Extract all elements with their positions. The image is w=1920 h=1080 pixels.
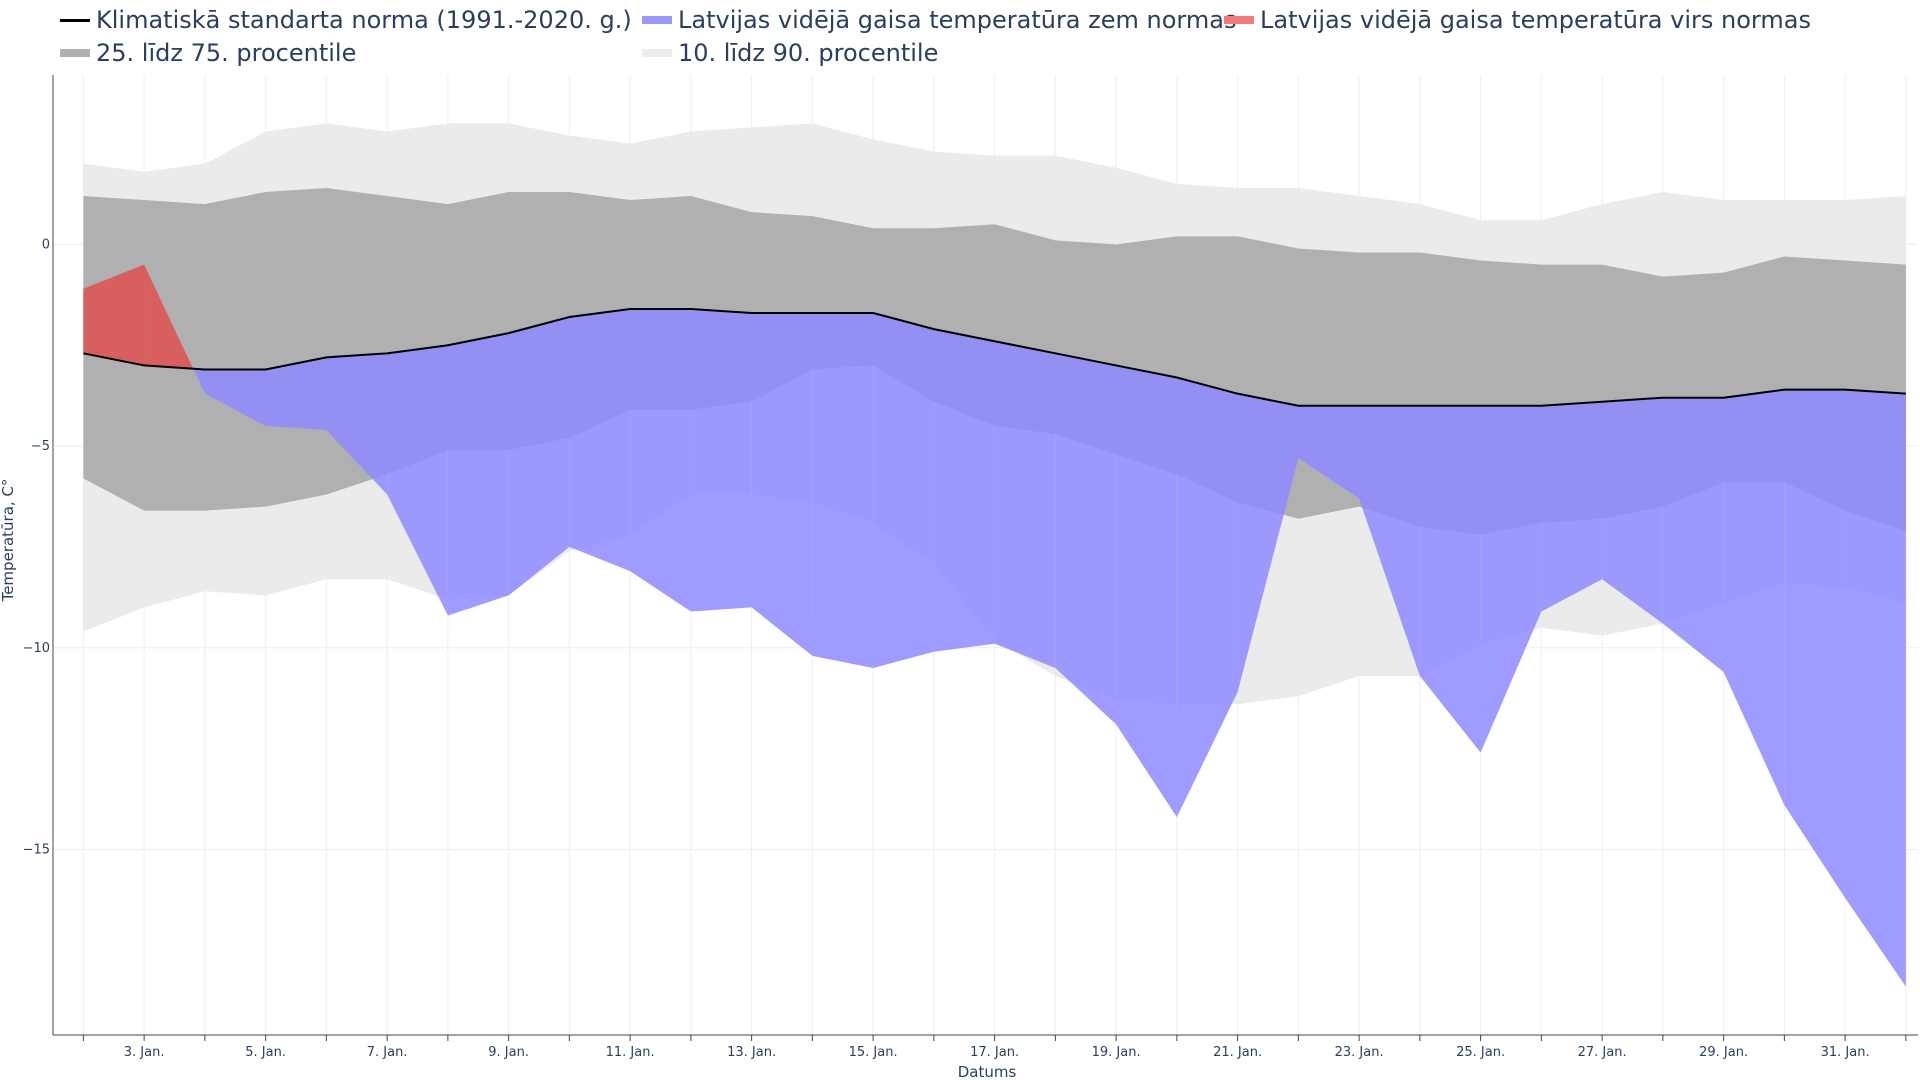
below-norm-segment	[569, 308, 631, 572]
below-norm-segment	[1602, 397, 1663, 624]
below-norm-segment	[994, 341, 1056, 668]
below-norm-segment	[1541, 401, 1603, 612]
below-norm-segment	[447, 333, 509, 616]
below-norm-segment	[1116, 365, 1177, 818]
below-norm-segment	[1845, 389, 1906, 987]
below-norm-segment	[1480, 405, 1542, 753]
legend-swatch-p10-90	[642, 49, 672, 57]
below-norm-segment	[265, 357, 327, 430]
x-tick-label: 31. Jan.	[1821, 1045, 1870, 1060]
x-tick-label: 27. Jan.	[1578, 1045, 1627, 1060]
y-axis-title: Temperatūra, C°	[0, 479, 17, 603]
legend-item-above-norm[interactable]: Latvijas vidējā gaisa temperatūra virs n…	[1224, 6, 1811, 34]
below-norm-segment	[1298, 405, 1360, 499]
below-norm-segment	[751, 312, 813, 656]
below-norm-segment	[1662, 397, 1724, 672]
x-tick-label: 19. Jan.	[1092, 1045, 1141, 1060]
legend-label-above-norm: Latvijas vidējā gaisa temperatūra virs n…	[1260, 6, 1811, 34]
below-norm-segment	[508, 317, 570, 596]
norm-line-layer	[83, 307, 1906, 407]
legend-swatch-p25-75	[60, 49, 90, 57]
below-norm-segment	[1359, 405, 1420, 677]
legend: Klimatiskā standarta norma (1991.-2020. …	[0, 0, 1920, 70]
x-tick-label: 11. Jan.	[606, 1045, 655, 1060]
below-norm-segment	[204, 369, 266, 426]
anomaly-fills	[83, 264, 1906, 987]
x-tick-label: 17. Jan.	[970, 1045, 1019, 1060]
below-norm-segment	[933, 329, 995, 652]
x-tick-label: 21. Jan.	[1213, 1045, 1262, 1060]
above-norm-segment	[83, 264, 145, 366]
below-norm-segment	[812, 312, 874, 668]
x-tick-label: 25. Jan.	[1456, 1045, 1505, 1060]
legend-item-norm[interactable]: Klimatiskā standarta norma (1991.-2020. …	[60, 6, 632, 34]
y-tick-label: −10	[23, 641, 50, 656]
below-norm-segment	[193, 368, 205, 394]
axes: 0 −5 −10 −15 3. Jan. 5. Jan. 7. Jan. 9. Jan. 11.…	[23, 75, 1918, 1060]
below-norm-segment	[1419, 405, 1481, 753]
below-norm-segment	[1176, 377, 1238, 818]
below-norm-segment	[326, 353, 388, 495]
below-norm-segment	[387, 345, 448, 616]
below-norm-segment	[1723, 389, 1785, 806]
y-tick-label: −15	[23, 842, 50, 857]
x-tick-label: 9. Jan.	[488, 1045, 529, 1060]
x-tick-label: 23. Jan.	[1335, 1045, 1384, 1060]
x-tick-label: 7. Jan.	[367, 1045, 408, 1060]
x-tick-label: 29. Jan.	[1699, 1045, 1748, 1060]
x-axis-title: Datums	[958, 1063, 1017, 1080]
below-norm-segment	[1237, 393, 1299, 693]
below-norm-segment	[1055, 353, 1117, 725]
legend-item-p25-75[interactable]: 25. līdz 75. procentile	[60, 39, 356, 67]
x-tick-label: 5. Jan.	[245, 1045, 286, 1060]
x-tick-label: 15. Jan.	[849, 1045, 898, 1060]
legend-label-p25-75: 25. līdz 75. procentile	[96, 39, 357, 67]
below-norm-segment	[690, 308, 752, 612]
below-norm-segment	[873, 312, 934, 668]
legend-swatch-above-norm	[1224, 16, 1254, 24]
legend-swatch-below-norm	[642, 16, 672, 24]
x-tick-label: 13. Jan.	[727, 1045, 776, 1060]
y-tick-label: −5	[31, 439, 50, 454]
below-norm-segment	[1784, 389, 1846, 898]
legend-label-below-norm: Latvijas vidējā gaisa temperatūra zem no…	[678, 6, 1237, 34]
legend-swatch-norm	[60, 18, 90, 22]
above-norm-segment	[144, 264, 194, 369]
legend-label-p10-90: 10. līdz 90. procentile	[678, 39, 939, 67]
legend-label-norm: Klimatiskā standarta norma (1991.-2020. …	[96, 6, 632, 34]
norm-line	[83, 307, 1906, 407]
legend-item-below-norm[interactable]: Latvijas vidējā gaisa temperatūra zem no…	[642, 6, 1236, 34]
x-tick-label: 3. Jan.	[124, 1045, 165, 1060]
legend-item-p10-90[interactable]: 10. līdz 90. procentile	[642, 39, 938, 67]
y-tick-label: 0	[42, 237, 50, 252]
below-norm-segment	[630, 308, 691, 612]
